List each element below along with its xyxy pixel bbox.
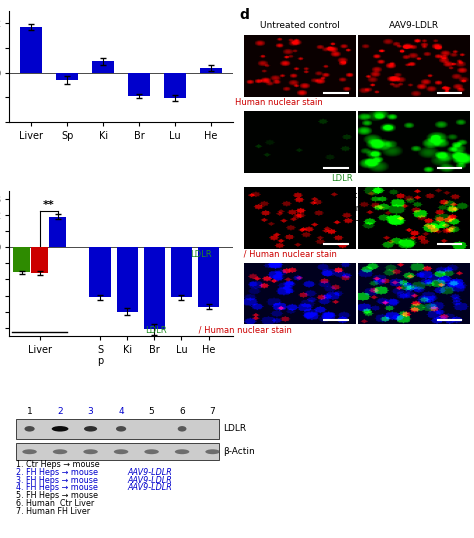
Bar (198, 247, 219, 307)
Text: 1. Ctr Heps → mouse: 1. Ctr Heps → mouse (16, 461, 100, 469)
Text: 3. FH Heps → mouse: 3. FH Heps → mouse (16, 476, 98, 485)
Ellipse shape (53, 449, 67, 454)
Text: 6. Human  Ctr Liver: 6. Human Ctr Liver (16, 499, 94, 508)
Bar (164, 73, 186, 98)
Ellipse shape (178, 426, 186, 431)
Text: 7. Human FH Liver: 7. Human FH Liver (16, 507, 91, 515)
Legend: Ctr chimeric no treatment, FH chimeric no treatment, FH chimeric AAV-LDLR: Ctr chimeric no treatment, FH chimeric n… (276, 188, 396, 229)
Text: / Human nuclear stain: / Human nuclear stain (241, 250, 337, 259)
Bar (49, 217, 66, 247)
Bar (13, 247, 30, 272)
Ellipse shape (114, 449, 128, 454)
Text: d: d (239, 8, 249, 22)
Text: LDLR: LDLR (145, 326, 167, 335)
Ellipse shape (144, 449, 159, 454)
Ellipse shape (84, 426, 97, 431)
Bar (16, 419, 219, 438)
Bar (20, 27, 42, 73)
Bar (31, 247, 48, 273)
Text: AAV9-LDLR: AAV9-LDLR (128, 484, 173, 492)
Text: 5. FH Heps → mouse: 5. FH Heps → mouse (16, 491, 98, 500)
Text: LDLR: LDLR (190, 250, 212, 259)
Text: AAV9-LDLR: AAV9-LDLR (389, 21, 438, 30)
Text: 2. FH Heps → mouse: 2. FH Heps → mouse (16, 468, 98, 477)
Ellipse shape (83, 449, 98, 454)
Text: Untreated control: Untreated control (260, 21, 340, 30)
Bar (16, 443, 219, 460)
Bar (90, 247, 110, 297)
Text: LDLR: LDLR (331, 174, 353, 183)
Ellipse shape (52, 426, 68, 431)
Ellipse shape (175, 449, 189, 454)
Bar (144, 247, 165, 329)
Text: 3: 3 (88, 407, 93, 415)
Text: 5: 5 (149, 407, 155, 415)
Ellipse shape (205, 449, 220, 454)
Text: 1: 1 (27, 407, 32, 415)
Text: AAV9-LDLR: AAV9-LDLR (128, 476, 173, 485)
Bar (171, 247, 192, 297)
Text: 7: 7 (210, 407, 216, 415)
Text: LDLR: LDLR (223, 424, 246, 433)
Text: **: ** (43, 201, 55, 210)
Text: β-Actin: β-Actin (223, 447, 255, 456)
Ellipse shape (25, 426, 35, 431)
Text: 2: 2 (57, 407, 63, 415)
Text: AAV9-LDLR: AAV9-LDLR (128, 468, 173, 477)
Text: 4: 4 (118, 407, 124, 415)
Bar (56, 73, 78, 80)
Bar (201, 68, 222, 73)
Bar (128, 73, 150, 96)
Text: 4. FH Heps → mouse: 4. FH Heps → mouse (16, 484, 98, 492)
Text: / Human nuclear stain: / Human nuclear stain (196, 326, 292, 335)
Bar (92, 61, 114, 73)
Text: 6: 6 (179, 407, 185, 415)
Bar (117, 247, 137, 312)
Text: Human nuclear stain: Human nuclear stain (235, 98, 323, 107)
Ellipse shape (116, 426, 126, 431)
Ellipse shape (22, 449, 37, 454)
